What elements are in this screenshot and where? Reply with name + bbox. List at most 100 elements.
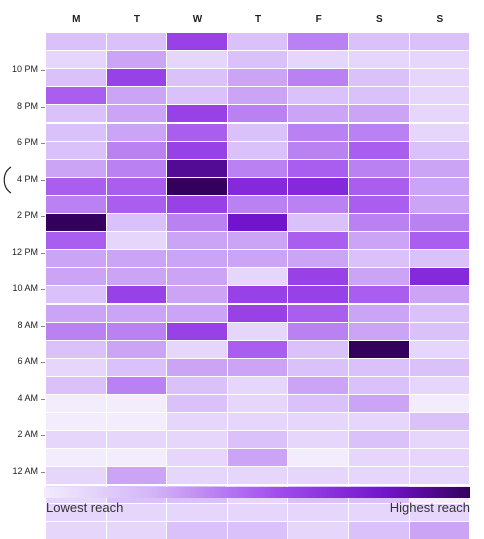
heatmap-cell <box>46 250 106 268</box>
heatmap-cell <box>167 123 227 141</box>
heatmap-cell <box>288 33 348 51</box>
heatmap-cell <box>167 413 227 431</box>
heatmap-cell <box>167 395 227 413</box>
heatmap-cell <box>46 141 106 159</box>
heatmap-cell <box>167 51 227 69</box>
heatmap-cell <box>227 51 288 69</box>
heatmap-cell <box>106 214 167 232</box>
heatmap-cell <box>288 358 348 376</box>
heatmap-cell <box>167 214 227 232</box>
heatmap-cell <box>227 304 288 322</box>
heatmap-cell <box>46 322 106 340</box>
heatmap-cell <box>227 340 288 358</box>
heatmap-cell <box>349 141 409 159</box>
heatmap-cell <box>46 340 106 358</box>
hour-tick <box>41 471 45 473</box>
heatmap-cell <box>167 250 227 268</box>
heatmap-cell <box>106 395 167 413</box>
heatmap-cell <box>106 69 167 87</box>
hour-tick <box>41 179 45 181</box>
heatmap-cell <box>106 250 167 268</box>
heatmap-cell <box>106 123 167 141</box>
heatmap-cell <box>46 69 106 87</box>
heatmap-cell <box>409 69 470 87</box>
heatmap-cell <box>288 376 348 394</box>
heatmap-cell <box>288 51 348 69</box>
heatmap-cell <box>288 503 348 521</box>
heatmap-cell <box>167 340 227 358</box>
hour-tick <box>41 106 45 108</box>
heatmap-cell <box>106 503 167 521</box>
hour-label: 8 PM <box>16 100 38 111</box>
heatmap-cell <box>167 69 227 87</box>
heatmap-cell <box>409 467 470 485</box>
heatmap-cell <box>349 159 409 177</box>
heatmap-cell <box>46 214 106 232</box>
day-label: T <box>133 14 140 25</box>
heatmap-cell <box>167 159 227 177</box>
heatmap-cell <box>227 232 288 250</box>
heatmap-cell <box>409 232 470 250</box>
hour-tick <box>41 289 45 290</box>
heatmap-cell <box>349 232 409 250</box>
heatmap-cell <box>106 51 167 69</box>
heatmap-cell <box>227 141 288 159</box>
heatmap-cell <box>288 304 348 322</box>
heatmap-cell <box>227 376 288 394</box>
heatmap-cell <box>409 322 470 340</box>
day-label: S <box>436 14 444 25</box>
day-label: F <box>315 14 322 25</box>
heatmap-cell <box>227 503 288 521</box>
hour-label: 4 PM <box>16 173 38 184</box>
heatmap-cell <box>227 431 288 449</box>
heatmap-cell <box>106 232 167 250</box>
heatmap-cell <box>227 214 288 232</box>
heatmap-cell <box>349 449 409 467</box>
heatmap-cell <box>227 322 288 340</box>
heatmap-cell <box>46 159 106 177</box>
heatmap-cell <box>409 177 470 195</box>
heatmap-cell <box>288 69 348 87</box>
heatmap-cell <box>288 250 348 268</box>
heatmap-cell <box>106 431 167 449</box>
heatmap-cell <box>409 358 470 376</box>
heatmap-cell <box>227 286 288 304</box>
heatmap-cell <box>46 268 106 286</box>
heatmap-cell <box>349 395 409 413</box>
hour-tick <box>41 435 45 436</box>
legend-low-label: Lowest reach <box>46 500 124 515</box>
heatmap-cell <box>46 105 106 123</box>
heatmap-cell <box>46 467 106 485</box>
heatmap-cell <box>349 250 409 268</box>
heatmap-cell <box>46 521 106 539</box>
heatmap-cell <box>106 322 167 340</box>
heatmap-cell <box>167 503 227 521</box>
hour-label: 2 AM <box>17 429 38 439</box>
hour-tick <box>41 216 45 217</box>
heatmap-cell <box>106 521 167 539</box>
heatmap-cell <box>409 431 470 449</box>
heatmap-cell <box>167 322 227 340</box>
heatmap-cell <box>288 322 348 340</box>
hour-label: 10 PM <box>11 64 38 74</box>
heatmap-cell <box>288 159 348 177</box>
heatmap-cell <box>349 69 409 87</box>
heatmap-cell <box>409 521 470 539</box>
hour-tick <box>41 362 45 363</box>
heatmap-cell <box>46 304 106 322</box>
heatmap-cell <box>409 214 470 232</box>
heatmap-cell <box>349 304 409 322</box>
heatmap-cell <box>227 33 288 51</box>
heatmap-cell <box>106 286 167 304</box>
hour-tick <box>41 325 45 327</box>
heatmap-cell <box>288 431 348 449</box>
heatmap-cell <box>46 449 106 467</box>
heatmap-cell <box>409 395 470 413</box>
day-label: T <box>255 14 262 25</box>
hour-tick <box>41 398 45 400</box>
heatmap-cell <box>167 431 227 449</box>
heatmap-cell <box>227 449 288 467</box>
heatmap-cell <box>46 286 106 304</box>
heatmap-cell <box>349 376 409 394</box>
heatmap-cell <box>227 358 288 376</box>
